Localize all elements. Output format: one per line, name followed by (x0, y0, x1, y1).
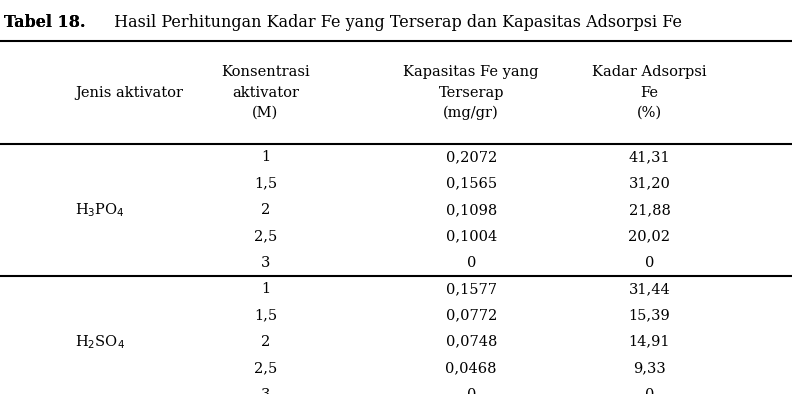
Text: 0,0748: 0,0748 (446, 335, 497, 349)
Text: 0,1565: 0,1565 (446, 177, 497, 190)
Text: 21,88: 21,88 (629, 203, 670, 217)
Text: 15,39: 15,39 (629, 309, 670, 322)
Text: Kadar Adsorpsi: Kadar Adsorpsi (592, 65, 706, 79)
Text: 2,5: 2,5 (253, 361, 277, 375)
Text: H$_2$SO$_4$: H$_2$SO$_4$ (75, 333, 125, 351)
Text: 3: 3 (261, 256, 270, 269)
Text: 2,5: 2,5 (253, 229, 277, 243)
Text: 31,20: 31,20 (629, 177, 670, 190)
Text: 0,0772: 0,0772 (446, 309, 497, 322)
Text: Konsentrasi: Konsentrasi (221, 65, 310, 79)
Text: 2: 2 (261, 203, 270, 217)
Text: Jenis aktivator: Jenis aktivator (75, 85, 183, 100)
Text: Terserap: Terserap (439, 85, 504, 100)
Text: 0,1004: 0,1004 (446, 229, 497, 243)
Text: 0: 0 (645, 256, 654, 269)
Text: Tabel 18.: Tabel 18. (4, 14, 86, 31)
Text: H$_3$PO$_4$: H$_3$PO$_4$ (75, 201, 125, 219)
Text: 9,33: 9,33 (633, 361, 666, 375)
Text: 0,0468: 0,0468 (445, 361, 497, 375)
Text: 0,2072: 0,2072 (446, 150, 497, 164)
Text: 1: 1 (261, 282, 270, 296)
Text: 1,5: 1,5 (253, 309, 277, 322)
Text: (mg/gr): (mg/gr) (444, 106, 499, 120)
Text: 1: 1 (261, 150, 270, 164)
Text: Tabel 18.: Tabel 18. (4, 14, 86, 31)
Text: 20,02: 20,02 (628, 229, 671, 243)
Text: (%): (%) (637, 106, 662, 120)
Text: (M): (M) (252, 106, 279, 120)
Text: 31,44: 31,44 (629, 282, 670, 296)
Text: 0: 0 (466, 388, 476, 394)
Text: 41,31: 41,31 (629, 150, 670, 164)
Text: 0,1577: 0,1577 (446, 282, 497, 296)
Text: 0,1098: 0,1098 (446, 203, 497, 217)
Text: Fe: Fe (641, 85, 658, 100)
Text: 2: 2 (261, 335, 270, 349)
Text: 14,91: 14,91 (629, 335, 670, 349)
Text: 0: 0 (645, 388, 654, 394)
Text: aktivator: aktivator (232, 85, 299, 100)
Text: 0: 0 (466, 256, 476, 269)
Text: Kapasitas Fe yang: Kapasitas Fe yang (403, 65, 539, 79)
Text: 1,5: 1,5 (253, 177, 277, 190)
Text: 3: 3 (261, 388, 270, 394)
Text: Hasil Perhitungan Kadar Fe yang Terserap dan Kapasitas Adsorpsi Fe: Hasil Perhitungan Kadar Fe yang Terserap… (109, 14, 682, 31)
